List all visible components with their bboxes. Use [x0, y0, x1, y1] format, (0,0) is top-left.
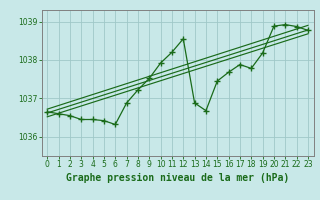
- X-axis label: Graphe pression niveau de la mer (hPa): Graphe pression niveau de la mer (hPa): [66, 173, 289, 183]
